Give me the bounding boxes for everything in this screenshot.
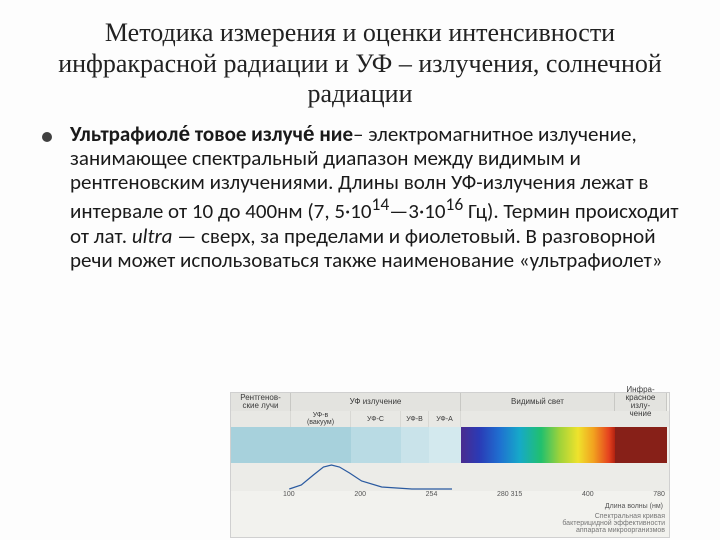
spectrum-region-label: Видимый свет [461,393,615,411]
spectrum-band-segment [291,427,351,463]
spectrum-axis-ticks: 100 200 254 280 315 400 780 [231,491,669,503]
spectrum-curve-area [231,463,669,491]
spectrum-uv-subregions: УФ-в (вакуум)УФ-СУФ-ВУФ-А [231,411,669,427]
spectrum-top-regions: Рентгенов- ские лучиУФ излучениеВидимый … [231,393,669,411]
spectrum-tick: 254 [426,491,438,501]
spectrum-region-label: УФ излучение [291,393,461,411]
spectrum-band-segment [429,427,461,463]
bactericidal-curve [289,465,452,489]
spectrum-uv-sub-label: УФ-С [351,411,401,427]
spectrum-tick: 780 [653,491,665,501]
body-text: Ультрафиоле́ товое излуче́ ние– электром… [70,122,680,272]
spectrum-region-label: Инфра- красное излу- чение [615,393,667,411]
spectrum-band-segment [615,427,667,463]
spectrum-tick: 400 [582,491,594,501]
spectrum-band-segment [231,427,291,463]
spectrum-band-segment [461,427,615,463]
spectrum-region-label: Рентгенов- ские лучи [231,393,291,411]
spectrum-band-segment [401,427,429,463]
body-block: Ультрафиоле́ товое излуче́ ние– электром… [40,122,680,272]
spectrum-figure: Рентгенов- ские лучиУФ излучениеВидимый … [230,392,670,538]
page-title: Методика измерения и оценки интенсивност… [40,18,680,110]
spectrum-band-segment [351,427,401,463]
spectrum-uv-sub-label: УФ-В [401,411,429,427]
spectrum-tick: 100 [283,491,295,501]
spectrum-uv-sub-label: УФ-А [429,411,461,427]
term-bold: Ультрафиоле́ товое излуче́ ние [70,121,353,147]
spectrum-caption: Спектральная криваябактерицидной эффекти… [231,512,669,537]
spectrum-uv-sub-label: УФ-в (вакуум) [291,411,351,427]
dash: – [353,121,363,147]
spectrum-xlabel: Длина волны (нм) [231,503,669,512]
spectrum-tick: 280 315 [497,491,522,501]
bullet-icon [42,132,52,142]
spectrum-color-band [231,427,669,463]
spectrum-tick: 200 [354,491,366,501]
